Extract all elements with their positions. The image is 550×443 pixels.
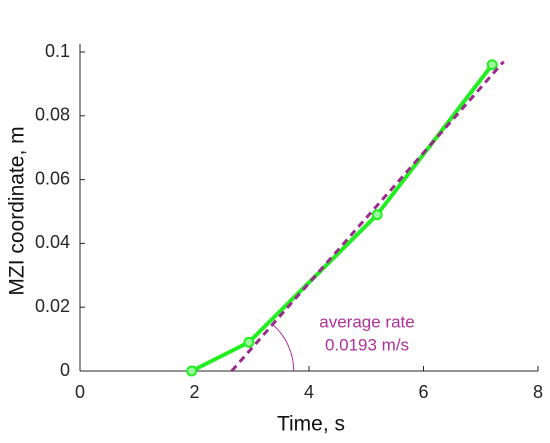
y-tick-label: 0.02 <box>35 296 70 316</box>
x-axis-label: Time, s <box>277 413 345 436</box>
data-point <box>486 59 498 71</box>
y-axis-label: MZI coordinate, m <box>6 126 29 295</box>
annotation: 0.0193 m/s <box>325 335 409 354</box>
annotation: average rate <box>319 312 414 331</box>
series-line <box>230 60 505 372</box>
y-tick-label: 0.08 <box>35 105 70 125</box>
data-point <box>243 336 255 348</box>
x-tick-label: 0 <box>75 382 85 402</box>
y-tick-label: 0.04 <box>35 232 70 252</box>
angle-arc <box>272 324 295 372</box>
data-point <box>371 209 383 221</box>
y-tick-label: 0.06 <box>35 168 70 188</box>
x-tick-label: 2 <box>189 382 199 402</box>
y-tick-label: 0.1 <box>45 41 70 61</box>
x-tick-label: 6 <box>418 382 428 402</box>
x-tick-label: 8 <box>533 382 543 402</box>
y-tick-label: 0 <box>60 360 70 380</box>
data-point <box>186 365 198 377</box>
x-tick-label: 4 <box>304 382 314 402</box>
